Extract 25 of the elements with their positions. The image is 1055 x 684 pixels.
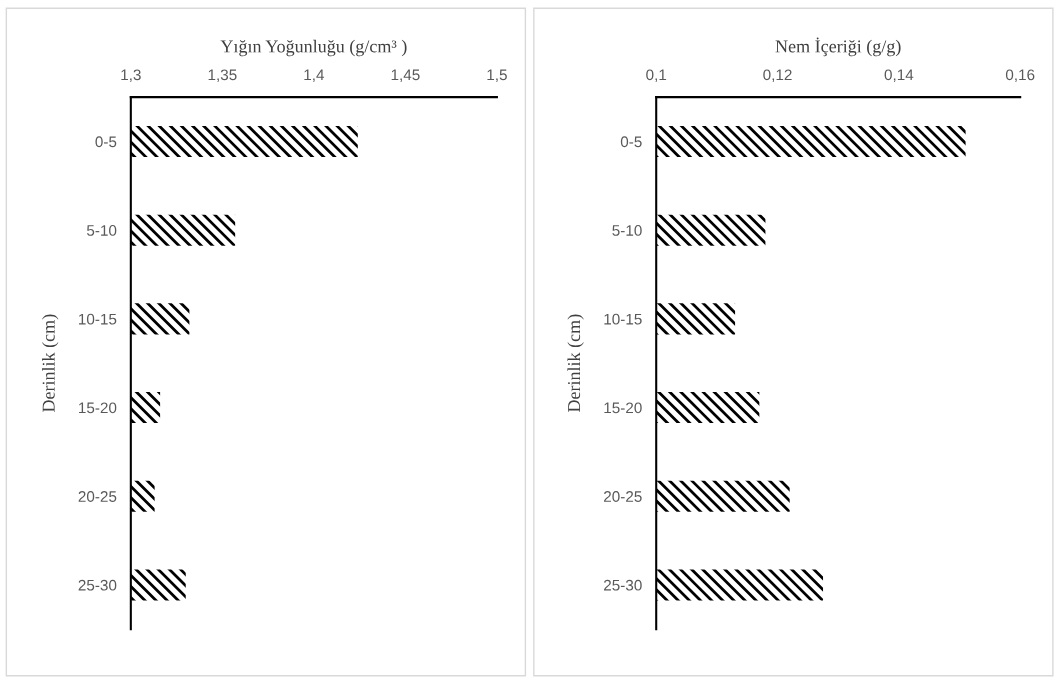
y-tick-label: 20-25: [604, 491, 642, 502]
y-tick-label: 10-15: [604, 313, 642, 325]
x-tick-label: 1,4: [304, 69, 325, 83]
y-tick-label: 15-20: [79, 402, 117, 414]
x-tick-label: 0,16: [1005, 69, 1035, 83]
y-tick-label: 15-20: [604, 402, 642, 414]
y-tick-label: 0-5: [620, 136, 642, 148]
x-tick-label: 0,1: [646, 69, 667, 83]
x-tick-label: 1,45: [391, 69, 420, 83]
x-tick-label: 1,35: [208, 69, 237, 83]
x-tick-label: 1,5: [487, 69, 507, 83]
x-tick-label: 0,14: [884, 69, 914, 83]
y-axis-title: Derinlik (cm): [42, 314, 59, 413]
y-tick-label: 5-10: [612, 225, 642, 236]
x-tick-label: 1,3: [121, 69, 141, 83]
y-tick-label: 25-30: [604, 579, 642, 591]
x-axis-title: Yığın Yoğunluğu (g/cm³ ): [220, 39, 407, 57]
y-axis-title: Derinlik (cm): [567, 314, 584, 413]
x-tick-label: 0,12: [763, 69, 792, 83]
y-tick-label: 0-5: [95, 136, 117, 148]
y-tick-label: 25-30: [78, 579, 117, 591]
y-tick-label: 10-15: [79, 313, 117, 325]
y-tick-label: 5-10: [86, 225, 117, 236]
x-axis-title: Nem İçeriği (g/g): [775, 37, 901, 57]
y-tick-label: 20-25: [78, 491, 117, 502]
